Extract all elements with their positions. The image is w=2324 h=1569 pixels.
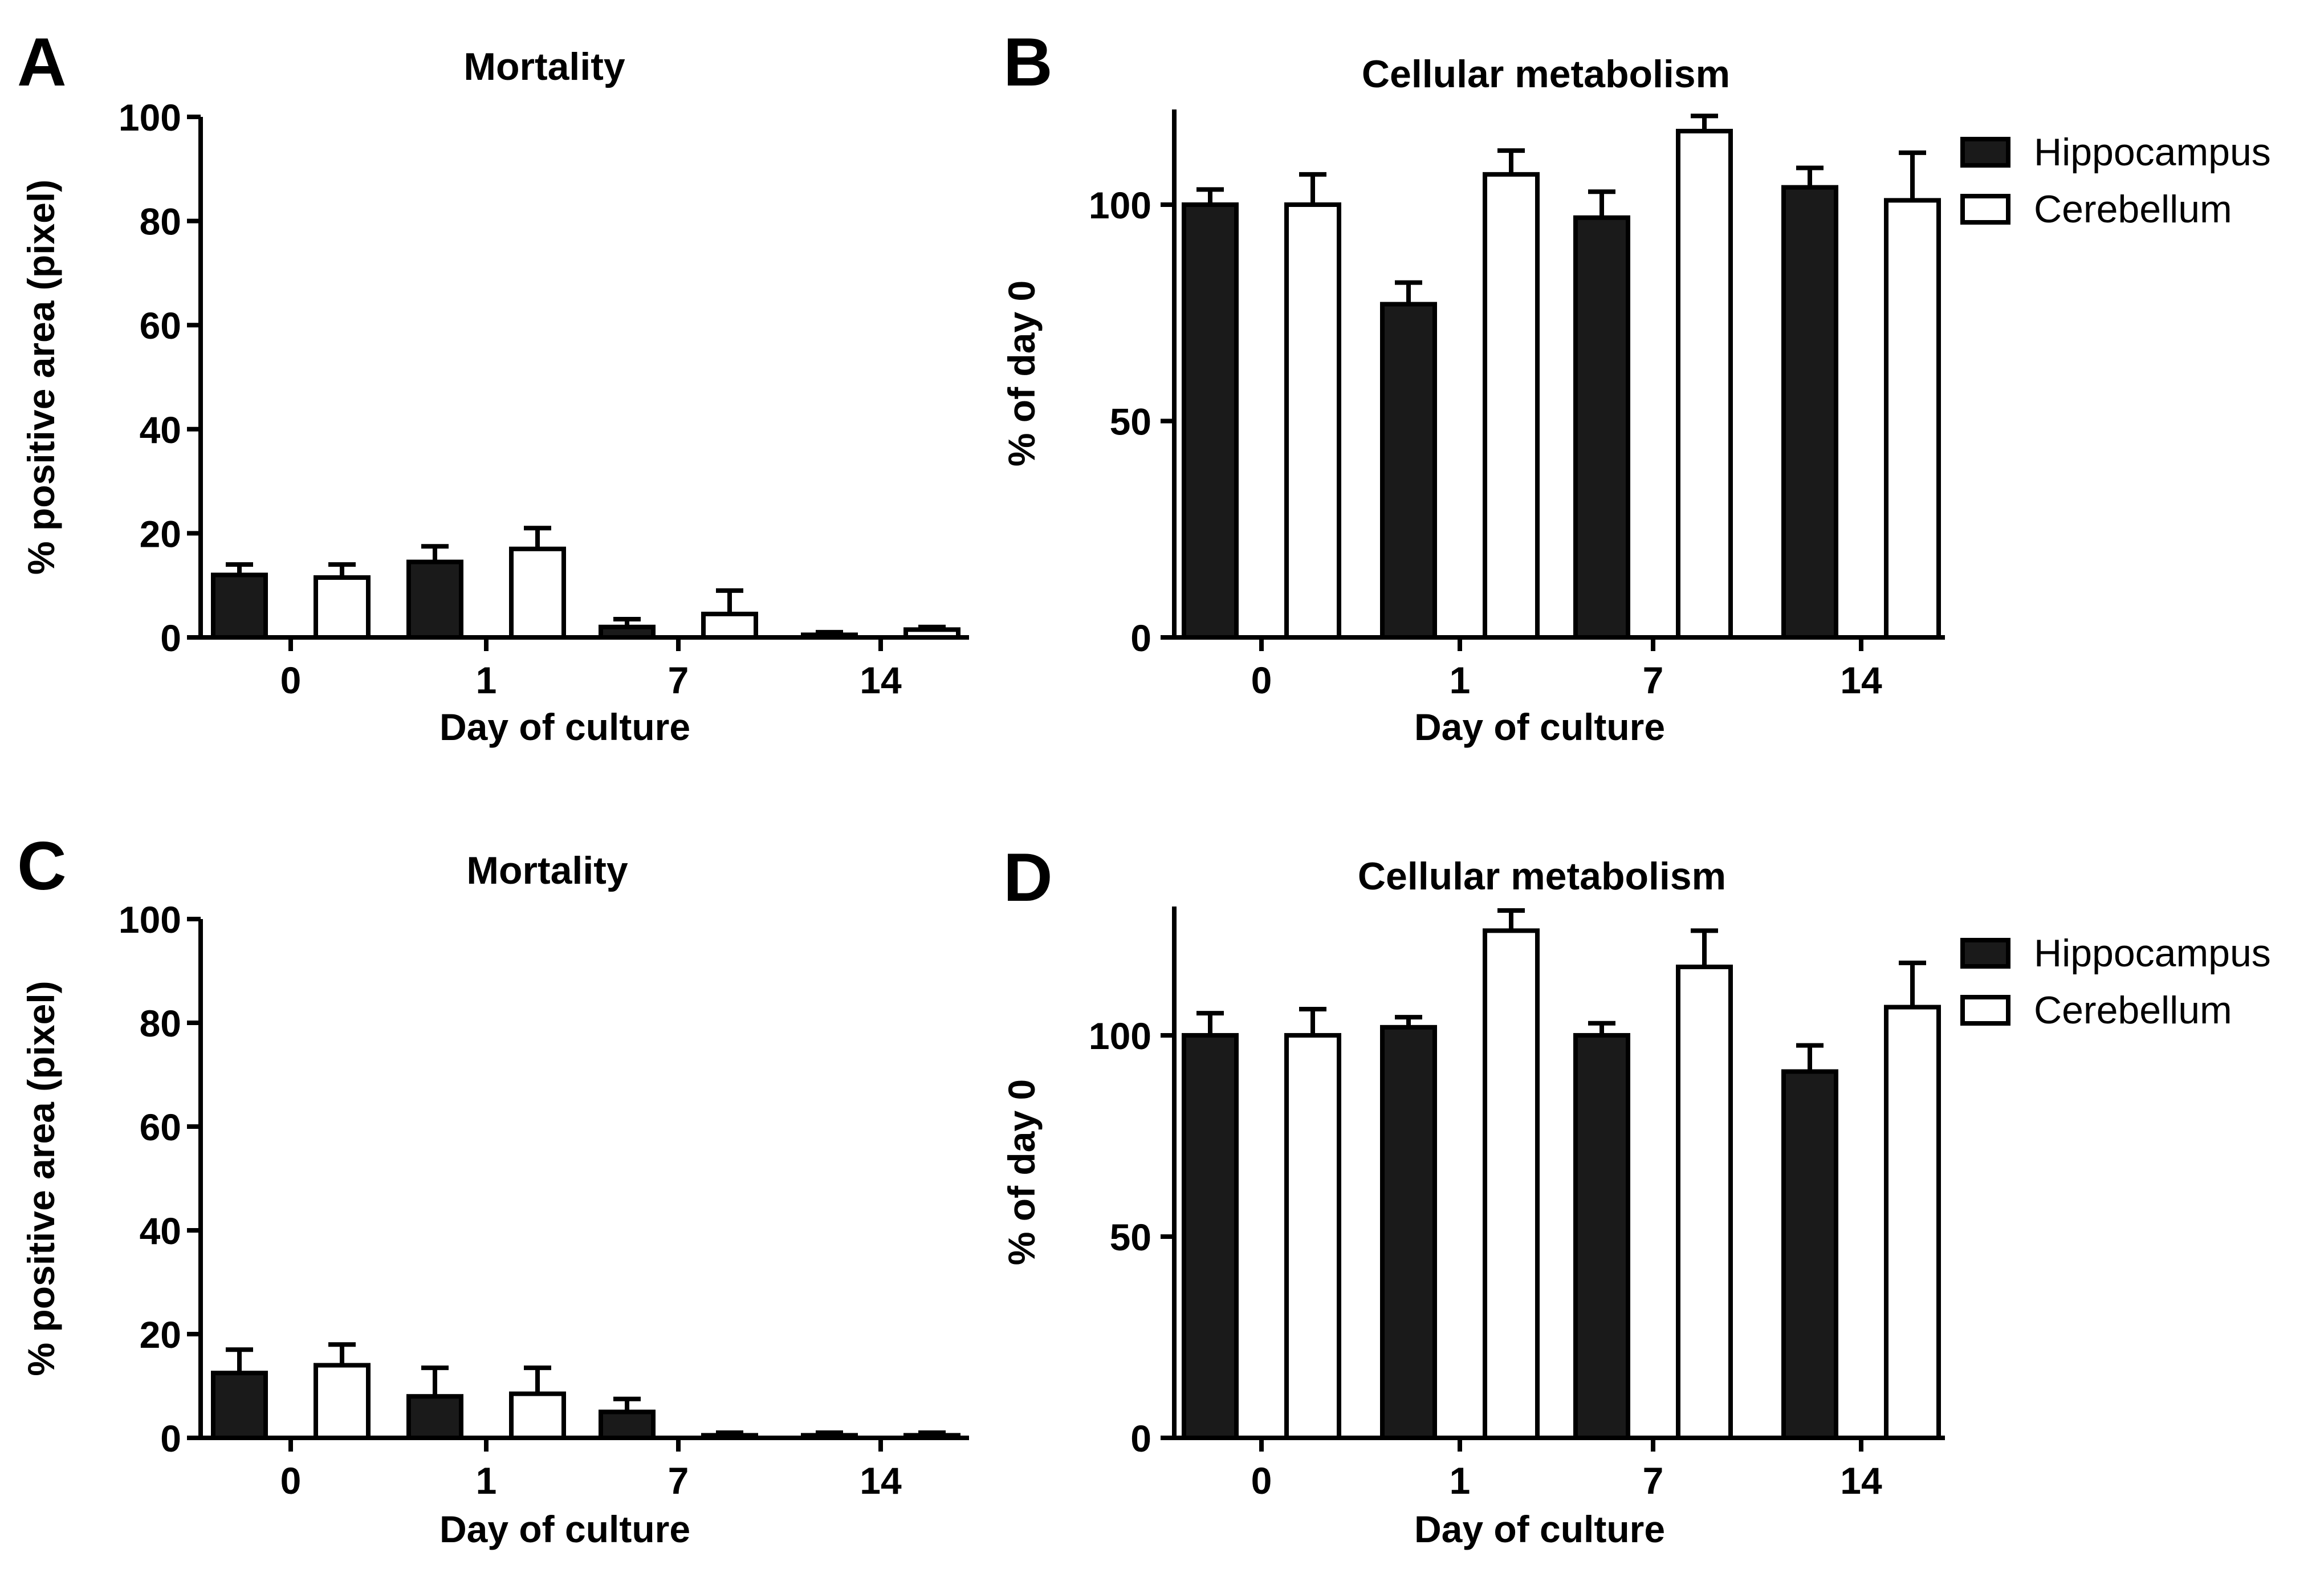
x-tick-label: 7: [1643, 659, 1664, 701]
panel-letter: A: [17, 24, 67, 100]
y-tick-label: 20: [140, 1314, 181, 1356]
bar-cerebellum: [509, 546, 566, 640]
x-tick-label: 1: [476, 659, 497, 701]
bar-hippocampus: [1380, 1025, 1437, 1441]
bar-cerebellum: [1284, 1033, 1341, 1441]
chart-panel-a: A Mortality 0 20 40 60 80 100 % positive area (p…: [17, 24, 969, 748]
bar-cerebellum: [903, 1433, 960, 1440]
y-tick-label: 100: [1089, 184, 1151, 226]
y-tick-label: 100: [119, 96, 181, 139]
x-tick-label: 1: [1450, 659, 1471, 701]
y-tick-label: 60: [140, 304, 181, 347]
y-axis-label: % positive area (pixel): [20, 180, 62, 575]
y-tick-label: 80: [140, 1002, 181, 1044]
legend-swatch-cerebellum: [1960, 194, 2010, 225]
bar-hippocampus: [1380, 302, 1437, 640]
x-axis-label: Day of culture: [439, 706, 690, 748]
y-axis-label: % of day 0: [1000, 281, 1043, 466]
bar-hippocampus: [599, 624, 656, 640]
x-tick-label: 14: [1840, 1460, 1882, 1502]
bar-hippocampus: [211, 1371, 268, 1440]
x-tick-label: 0: [280, 659, 302, 701]
x-tick-label: 1: [1450, 1460, 1471, 1502]
bar-hippocampus: [1573, 215, 1630, 640]
y-tick-label: 60: [140, 1106, 181, 1148]
x-tick-label: 0: [1251, 659, 1272, 701]
bar-cerebellum: [701, 611, 758, 640]
bar-hippocampus: [1781, 185, 1838, 640]
bar-cerebellum: [314, 575, 371, 640]
chart-panel-c: C Mortality 0 20 40 60 80 100 % positive area (p…: [17, 828, 969, 1550]
y-tick-label: 50: [1110, 400, 1151, 442]
bar-hippocampus: [801, 1433, 858, 1440]
chart-title: Cellular metabolism: [1358, 855, 1726, 898]
y-tick-label: 0: [1130, 1417, 1151, 1460]
y-tick-label: 100: [119, 899, 181, 941]
legend-label-cerebellum: Cerebellum: [2034, 989, 2232, 1032]
y-tick-label: 0: [160, 617, 181, 659]
chart-title: Cellular metabolism: [1362, 52, 1730, 96]
bar-cerebellum: [701, 1433, 758, 1440]
x-tick-label: 1: [476, 1460, 497, 1502]
bar-hippocampus: [1182, 202, 1239, 640]
y-axis-label: % of day 0: [1000, 1079, 1043, 1265]
bar-cerebellum: [1884, 198, 1941, 640]
legend-label-cerebellum: Cerebellum: [2034, 188, 2232, 231]
x-tick-label: 7: [668, 1460, 689, 1502]
bar-cerebellum: [1483, 172, 1540, 640]
legend-swatch-hippocampus: [1960, 137, 2010, 168]
bar-cerebellum: [1284, 202, 1341, 640]
bar-cerebellum: [1483, 928, 1540, 1440]
panel-letter: C: [17, 828, 67, 904]
x-tick-label: 0: [280, 1460, 302, 1502]
bar-cerebellum: [314, 1363, 371, 1441]
x-tick-label: 14: [860, 1460, 902, 1502]
x-tick-label: 7: [668, 659, 689, 701]
bar-cerebellum: [1676, 128, 1733, 640]
panel-letter: B: [1003, 24, 1053, 100]
y-tick-label: 0: [1130, 617, 1151, 659]
chart-panel-d: D Cellular metabolism 0 50 100 % of day 0 0 1 7 1…: [1000, 839, 2271, 1550]
bar-hippocampus: [1182, 1033, 1239, 1441]
y-tick-label: 80: [140, 201, 181, 243]
bar-cerebellum: [509, 1391, 566, 1440]
bar-hippocampus: [211, 572, 268, 640]
y-tick-label: 20: [140, 513, 181, 555]
panel-letter: D: [1003, 839, 1053, 916]
y-tick-label: 100: [1089, 1015, 1151, 1057]
legend-swatch-hippocampus: [1960, 938, 2010, 969]
bar-cerebellum: [903, 627, 960, 640]
legend-label-hippocampus: Hippocampus: [2034, 932, 2271, 975]
y-tick-label: 40: [140, 409, 181, 451]
y-tick-label: 40: [140, 1210, 181, 1252]
bar-hippocampus: [406, 559, 463, 640]
x-tick-label: 0: [1251, 1460, 1272, 1502]
bar-hippocampus: [801, 632, 858, 640]
bar-hippocampus: [406, 1394, 463, 1440]
x-axis-label: Day of culture: [1414, 1508, 1665, 1550]
legend-label-hippocampus: Hippocampus: [2034, 131, 2271, 174]
legend-swatch-cerebellum: [1960, 995, 2010, 1026]
x-tick-label: 7: [1643, 1460, 1664, 1502]
x-axis-label: Day of culture: [439, 1508, 690, 1550]
x-axis-label: Day of culture: [1414, 706, 1665, 748]
x-tick-label: 14: [860, 659, 902, 701]
chart-title: Mortality: [463, 45, 625, 88]
bar-cerebellum: [1884, 1005, 1941, 1440]
y-tick-label: 0: [160, 1417, 181, 1460]
x-tick-label: 14: [1840, 659, 1882, 701]
y-axis-label: % positive area (pixel): [20, 981, 62, 1376]
y-tick-label: 50: [1110, 1216, 1151, 1258]
bar-hippocampus: [1781, 1069, 1838, 1440]
chart-title: Mortality: [466, 849, 628, 892]
bar-cerebellum: [1676, 964, 1733, 1440]
bar-hippocampus: [1573, 1033, 1630, 1441]
bar-hippocampus: [599, 1409, 656, 1440]
chart-panel-b: B Cellular metabolism 0 50 100 % of day 0 0 1 7 1…: [1000, 24, 2271, 748]
